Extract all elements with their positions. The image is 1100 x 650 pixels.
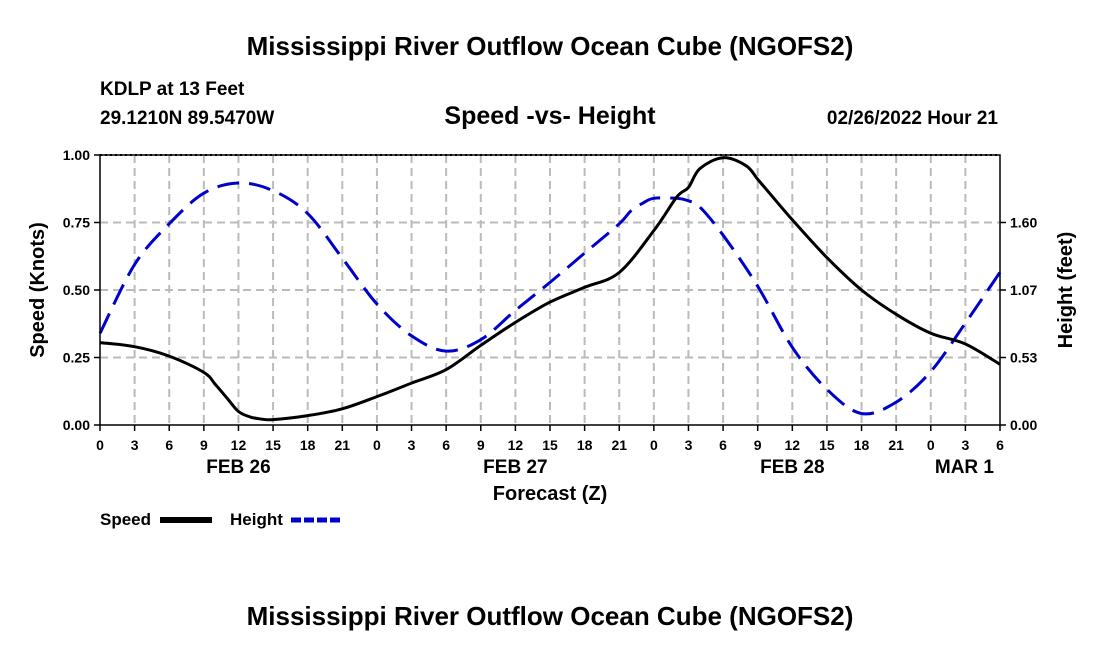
y-tick-label-left: 0.50 [63, 282, 90, 298]
x-tick-label: 6 [442, 437, 450, 453]
y-tick-label-right: 1.07 [1010, 282, 1037, 298]
date-label: MAR 1 [935, 457, 995, 478]
x-tick-label: 12 [508, 437, 524, 453]
x-tick-label: 12 [231, 437, 247, 453]
forecast-datetime: 02/26/2022 Hour 21 [827, 108, 999, 129]
y-tick-label-left: 0.00 [63, 417, 90, 433]
chart-main-title: Mississippi River Outflow Ocean Cube (NG… [247, 31, 854, 61]
x-tick-label: 18 [577, 437, 593, 453]
legend: Speed Height [100, 510, 343, 529]
x-tick-label: 15 [819, 437, 835, 453]
x-tick-label: 0 [927, 437, 935, 453]
series-group [98, 156, 1002, 422]
x-tick-label: 3 [131, 437, 139, 453]
y-tick-label-right: 1.60 [1010, 215, 1037, 231]
x-tick-label: 0 [650, 437, 658, 453]
x-tick-label: 3 [408, 437, 416, 453]
x-tick-label: 9 [200, 437, 208, 453]
x-tick-label: 0 [96, 437, 104, 453]
chart-subtitle: Speed -vs- Height [444, 102, 656, 130]
x-tick-label: 21 [335, 437, 351, 453]
station-name: KDLP at 13 Feet [100, 79, 245, 100]
x-tick-label: 6 [719, 437, 727, 453]
x-tick-label: 0 [373, 437, 381, 453]
station-coords: 29.1210N 89.5470W [100, 108, 274, 129]
x-tick-label: 3 [961, 437, 969, 453]
x-tick-label: 18 [854, 437, 870, 453]
y-tick-label-left: 0.75 [63, 215, 90, 231]
x-tick-label: 15 [542, 437, 558, 453]
x-tick-label: 3 [685, 437, 693, 453]
date-label: FEB 27 [483, 457, 547, 478]
x-tick-label: 21 [888, 437, 904, 453]
y-axis-label-left: Speed (Knots) [27, 222, 49, 358]
legend-label-speed: Speed [100, 510, 151, 529]
y-axis-label-right: Height (feet) [1055, 232, 1077, 349]
legend-label-height: Height [230, 510, 283, 529]
x-tick-label: 6 [165, 437, 173, 453]
footer-title: Mississippi River Outflow Ocean Cube (NG… [247, 601, 854, 631]
y-tick-label-right: 0.00 [1010, 417, 1037, 433]
x-tick-label: 12 [785, 437, 801, 453]
x-tick-label: 6 [996, 437, 1004, 453]
grid-lines [100, 155, 1000, 425]
speed-series-line [99, 156, 1001, 422]
x-tick-label: 18 [300, 437, 316, 453]
x-tick-label: 9 [477, 437, 485, 453]
x-tick-label: 21 [611, 437, 627, 453]
x-tick-label: 15 [265, 437, 281, 453]
x-axis-label: Forecast (Z) [493, 483, 607, 505]
x-tick-label: 9 [754, 437, 762, 453]
y-tick-label-left: 1.00 [63, 147, 90, 163]
axes-group: 0.00 0.25 0.50 0.75 1.00 0.00 0.53 1.07 1.60 0 3 6 9… [63, 147, 1038, 478]
date-label: FEB 28 [760, 457, 824, 478]
y-tick-label-right: 0.53 [1010, 350, 1037, 366]
y-tick-label-left: 0.25 [63, 350, 90, 366]
height-series-line [98, 181, 1002, 416]
date-label: FEB 26 [206, 457, 270, 478]
